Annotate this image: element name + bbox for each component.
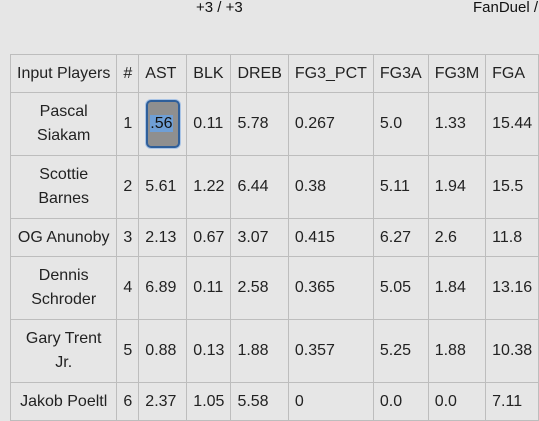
ast-cell[interactable]: .56 (138, 92, 188, 156)
index-cell: 3 (116, 218, 140, 257)
fg3-pct-cell[interactable]: 0.415 (287, 218, 374, 257)
fg3-pct-cell[interactable]: 0.267 (287, 92, 374, 156)
dreb-cell[interactable]: 2.58 (230, 256, 289, 320)
dreb-cell[interactable]: 1.88 (230, 319, 289, 383)
player-name-cell[interactable]: OG Anunoby (9, 218, 118, 257)
col-header-ast[interactable]: AST (138, 54, 188, 93)
col-header-index[interactable]: # (116, 54, 140, 93)
fg3a-cell[interactable]: 5.0 (372, 92, 429, 156)
dreb-cell[interactable]: 3.07 (230, 218, 289, 257)
player-name-cell[interactable]: Jakob Poeltl (9, 382, 118, 421)
fg3-pct-cell[interactable]: 0 (287, 382, 374, 421)
fg3-pct-cell[interactable]: 0.357 (287, 319, 374, 383)
fg3m-cell[interactable]: 0.0 (427, 382, 487, 421)
fg3a-cell[interactable]: 5.11 (372, 155, 429, 219)
ast-cell[interactable]: 6.89 (138, 256, 188, 320)
players-table: Input Players # AST BLK DREB FG3_PCT FG3… (9, 54, 539, 421)
blk-cell[interactable]: 0.13 (186, 319, 232, 383)
dreb-cell[interactable]: 5.58 (230, 382, 289, 421)
fg3a-cell[interactable]: 5.25 (372, 319, 429, 383)
selected-text: .56 (150, 115, 173, 132)
col-header-blk[interactable]: BLK (186, 54, 232, 93)
blk-cell[interactable]: 0.11 (186, 92, 232, 156)
fga-cell[interactable]: 10.38 (485, 319, 539, 383)
index-cell: 1 (116, 92, 140, 156)
fga-cell[interactable]: 15.44 (485, 92, 539, 156)
col-header-dreb[interactable]: DREB (230, 54, 289, 93)
player-name-cell[interactable]: Dennis Schroder (9, 256, 118, 320)
ast-cell[interactable]: 0.88 (138, 319, 188, 383)
fg3a-cell[interactable]: 0.0 (372, 382, 429, 421)
table-row: Pascal Siakam 1 .56 0.11 5.78 0.267 5.0 … (9, 92, 539, 156)
col-header-input-players[interactable]: Input Players (9, 54, 118, 93)
ast-edit-input[interactable]: .56 (146, 100, 181, 148)
fg3m-cell[interactable]: 1.33 (427, 92, 487, 156)
table-row: Jakob Poeltl 6 2.37 1.05 5.58 0 0.0 0.0 … (9, 382, 539, 421)
fg3m-cell[interactable]: 1.84 (427, 256, 487, 320)
table-row: Dennis Schroder 4 6.89 0.11 2.58 0.365 5… (9, 256, 539, 320)
fg3m-cell[interactable]: 1.88 (427, 319, 487, 383)
col-header-fg3a[interactable]: FG3A (372, 54, 429, 93)
spread-label: +3 / +3 (196, 0, 243, 16)
fg3a-cell[interactable]: 6.27 (372, 218, 429, 257)
col-header-fg3-pct[interactable]: FG3_PCT (287, 54, 374, 93)
ast-cell[interactable]: 2.13 (138, 218, 188, 257)
index-cell: 6 (116, 382, 140, 421)
fga-cell[interactable]: 13.16 (485, 256, 539, 320)
index-cell: 4 (116, 256, 140, 320)
player-name-cell[interactable]: Scottie Barnes (9, 155, 118, 219)
player-name-cell[interactable]: Pascal Siakam (9, 92, 118, 156)
fg3m-cell[interactable]: 2.6 (427, 218, 487, 257)
site-label: FanDuel / (473, 0, 539, 16)
blk-cell[interactable]: 0.67 (186, 218, 232, 257)
fga-cell[interactable]: 11.8 (485, 218, 539, 257)
fga-cell[interactable]: 7.11 (485, 382, 539, 421)
header-row: Input Players # AST BLK DREB FG3_PCT FG3… (9, 54, 539, 93)
dreb-cell[interactable]: 6.44 (230, 155, 289, 219)
blk-cell[interactable]: 1.05 (186, 382, 232, 421)
table-row: Gary Trent Jr. 5 0.88 0.13 1.88 0.357 5.… (9, 319, 539, 383)
player-name-cell[interactable]: Gary Trent Jr. (9, 319, 118, 383)
fg3m-cell[interactable]: 1.94 (427, 155, 487, 219)
dreb-cell[interactable]: 5.78 (230, 92, 289, 156)
index-cell: 2 (116, 155, 140, 219)
blk-cell[interactable]: 0.11 (186, 256, 232, 320)
blk-cell[interactable]: 1.22 (186, 155, 232, 219)
table-row: Scottie Barnes 2 5.61 1.22 6.44 0.38 5.1… (9, 155, 539, 219)
col-header-fga[interactable]: FGA (485, 54, 539, 93)
fg3-pct-cell[interactable]: 0.365 (287, 256, 374, 320)
fg3-pct-cell[interactable]: 0.38 (287, 155, 374, 219)
fga-cell[interactable]: 15.5 (485, 155, 539, 219)
fg3a-cell[interactable]: 5.05 (372, 256, 429, 320)
col-header-fg3m[interactable]: FG3M (427, 54, 487, 93)
ast-cell[interactable]: 2.37 (138, 382, 188, 421)
index-cell: 5 (116, 319, 140, 383)
ast-cell[interactable]: 5.61 (138, 155, 188, 219)
players-table-container: Input Players # AST BLK DREB FG3_PCT FG3… (9, 54, 539, 421)
table-row: OG Anunoby 3 2.13 0.67 3.07 0.415 6.27 2… (9, 218, 539, 257)
